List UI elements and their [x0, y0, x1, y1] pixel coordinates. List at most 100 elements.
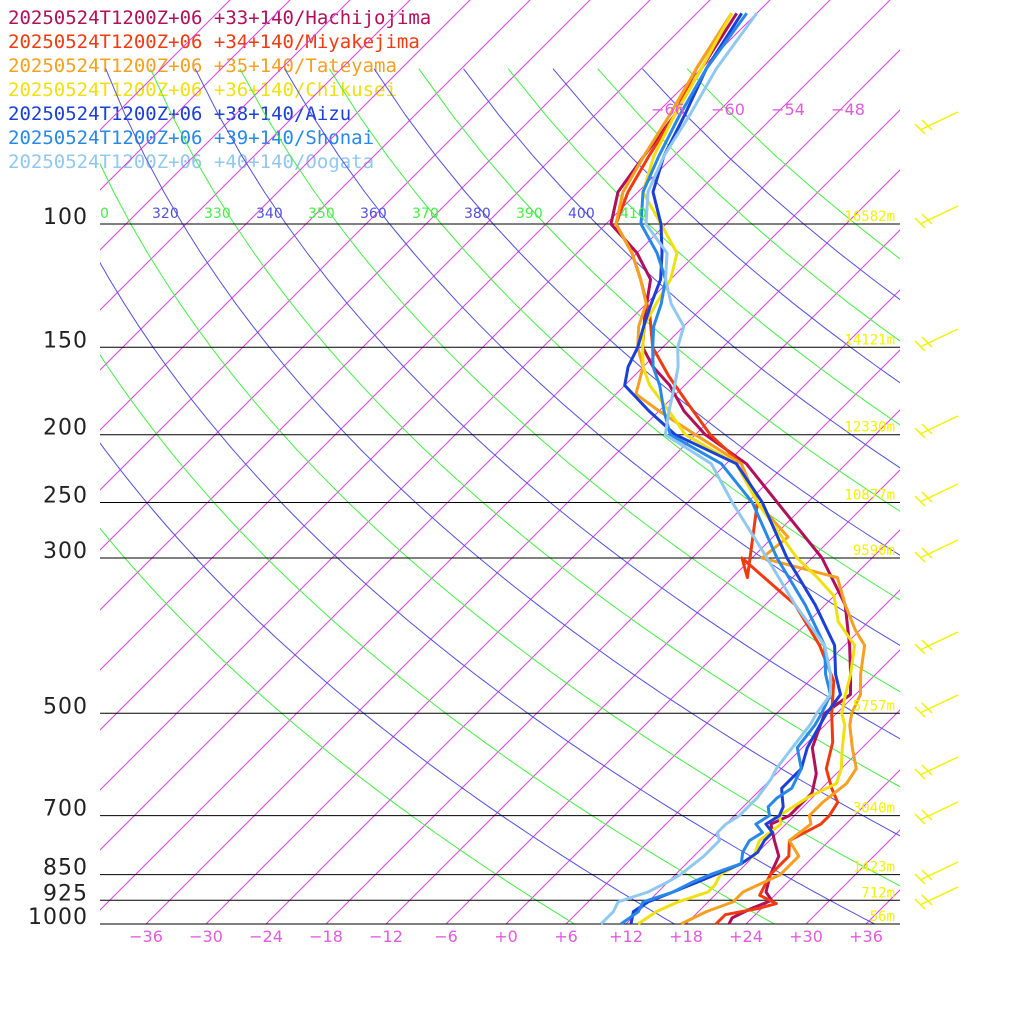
wind-barb: [914, 539, 959, 563]
isotherm-line: [445, 469, 900, 924]
isotherm-line: [100, 0, 291, 191]
isotherm-line: [325, 349, 900, 924]
pressure-label: 150: [43, 328, 88, 353]
isotherm-top-label: −60: [711, 100, 745, 119]
isotherm-line: [100, 0, 771, 671]
wind-barb: [914, 205, 959, 229]
temperature-tick-label: +18: [669, 927, 703, 946]
dry-adiabat-line: [418, 68, 900, 512]
isotherm-line: [100, 0, 351, 251]
theta-line: [194, 68, 900, 740]
isotherms: [100, 0, 1024, 924]
height-label: 12330m: [844, 420, 895, 436]
sounding-trace: [620, 12, 832, 926]
theta-label: 410: [620, 206, 647, 222]
pressure-label: 100: [43, 205, 88, 230]
wind-barbs: [914, 111, 959, 910]
isotherm-line: [100, 0, 411, 311]
wind-barb: [914, 694, 959, 718]
isotherm-line: [100, 0, 891, 791]
pressure-label: 700: [43, 797, 88, 822]
theta-line: [100, 442, 675, 924]
wind-barb: [914, 861, 959, 885]
isotherm-line: [100, 0, 711, 611]
temperature-tick-label: −18: [309, 927, 343, 946]
theta-label: 0: [100, 206, 109, 222]
isotherm-line: [625, 649, 900, 924]
height-label: 9590m: [853, 543, 895, 559]
dry-adiabat-line: [100, 527, 575, 924]
isotherm-line: [926, 0, 1024, 924]
sounding-trace: [599, 12, 833, 926]
wind-barb: [914, 483, 959, 507]
sounding-trace: [623, 12, 842, 925]
height-label: 56m: [870, 909, 895, 925]
theta-line: [463, 68, 900, 469]
height-label: 14121m: [844, 332, 895, 348]
isotherm-line: [805, 829, 900, 924]
theta-label: 380: [464, 206, 491, 222]
isotherm-line: [265, 289, 900, 924]
theta-label: 350: [308, 206, 335, 222]
legend-item: 20250524T1200Z+06 +38+140/Aizu: [8, 103, 352, 125]
sounding-trace: [637, 12, 857, 926]
temperature-tick-label: +30: [789, 927, 823, 946]
theta-line: [105, 68, 900, 837]
height-label: 10877m: [844, 488, 895, 504]
pressure-label: 925: [43, 881, 88, 906]
theta-label: 370: [412, 206, 439, 222]
theta-line: [552, 68, 900, 384]
height-label: 712m: [861, 885, 895, 901]
temperature-tick-label: −6: [434, 927, 458, 946]
legend-item: 20250524T1200Z+06 +36+140/Chikusei: [8, 79, 397, 101]
isotherm-line: [100, 109, 900, 911]
wind-barb: [914, 886, 959, 910]
isotherm-line: [100, 0, 531, 431]
isotherm-top-label: −66: [651, 100, 685, 119]
sounding-trace: [614, 12, 867, 926]
temperature-tick-label: −24: [249, 927, 283, 946]
theta-label: 360: [360, 206, 387, 222]
isotherm-line: [505, 529, 900, 924]
pressure-label: 250: [43, 484, 88, 509]
pressure-label: 850: [43, 856, 88, 881]
pressure-label: 1000: [28, 905, 88, 930]
height-label: 16582m: [844, 209, 895, 225]
isotherm-line: [385, 409, 900, 924]
isotherm-top-label: −54: [771, 100, 805, 119]
theta-label: 320: [152, 206, 179, 222]
isotherm-line: [100, 0, 831, 731]
dry-adiabat-line: [239, 68, 900, 693]
dry-adiabat-line: [328, 68, 900, 601]
dry-adiabat-line: [507, 68, 900, 426]
temperature-tick-label: −36: [129, 927, 163, 946]
pressure-label: 300: [43, 539, 88, 564]
isotherm-line: [100, 49, 900, 851]
wind-barb: [914, 415, 959, 439]
isotherm-line: [100, 0, 231, 131]
wind-barb: [914, 756, 959, 780]
pressure-label: 500: [43, 694, 88, 719]
temperature-tick-label: +6: [554, 927, 578, 946]
legend-item: 20250524T1200Z+06 +34+140/Miyakejima: [8, 31, 420, 53]
pressure-label: 200: [43, 416, 88, 441]
isotherm-line: [205, 229, 900, 924]
wind-barb: [914, 111, 959, 135]
wind-barb: [914, 801, 959, 825]
temperature-tick-label: −12: [369, 927, 403, 946]
adiabats: [100, 68, 900, 924]
height-label: 3040m: [853, 801, 895, 817]
theta-label: 400: [568, 206, 595, 222]
temperature-tick-label: −30: [189, 927, 223, 946]
legend-item: 20250524T1200Z+06 +39+140/Shonai: [8, 127, 375, 149]
temperature-tick-label: +24: [729, 927, 763, 946]
isotherm-line: [100, 0, 471, 371]
wind-barb: [914, 328, 959, 352]
dry-adiabat-line: [149, 68, 900, 788]
isotherm-line: [865, 889, 900, 924]
height-label: 5757m: [853, 698, 895, 714]
height-label: 1423m: [853, 860, 895, 876]
theta-line: [100, 261, 875, 924]
sounding-traces: [599, 12, 867, 926]
